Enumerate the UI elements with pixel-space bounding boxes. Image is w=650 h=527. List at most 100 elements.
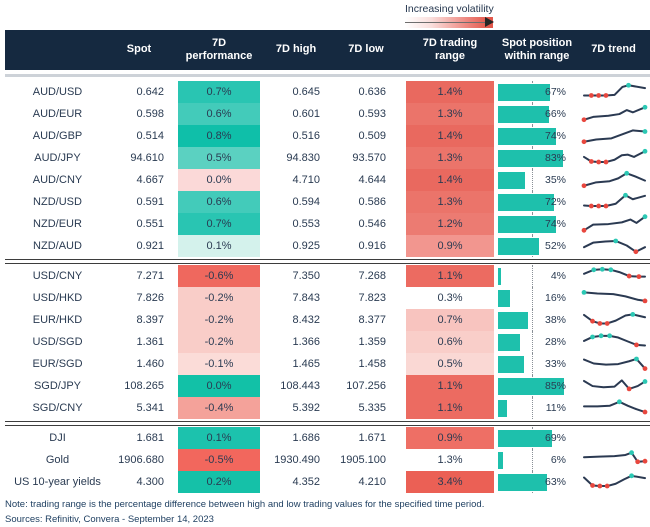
section-separator <box>5 257 650 265</box>
teal-extreme-dot <box>616 399 622 405</box>
red-extreme-dot <box>626 386 632 392</box>
performance-cell: -0.4% <box>178 397 260 419</box>
fifty-percent-guide-line <box>532 397 533 419</box>
trend-cell <box>577 213 650 235</box>
spot-value: 7.826 <box>136 292 164 304</box>
low-value: 1.671 <box>358 432 386 444</box>
position-cell: 85% <box>497 375 577 397</box>
pair-label: USD/CNY <box>32 270 83 282</box>
trend-cell <box>577 191 650 213</box>
teal-extreme-dot <box>581 290 587 295</box>
trading-range-cell: 1.4% <box>406 169 494 191</box>
trend-cell <box>577 471 650 493</box>
sparkline-chart <box>581 214 648 233</box>
teal-extreme-dot <box>629 473 634 479</box>
position-percent-label: 38% <box>544 314 566 326</box>
header-7d-high: 7D high <box>275 43 317 56</box>
position-cell: 35% <box>497 169 577 191</box>
high-value: 7.350 <box>292 270 320 282</box>
trading-range-cell: 1.3% <box>406 103 494 125</box>
position-cell: 6% <box>497 449 577 471</box>
position-percent-label: 16% <box>544 292 566 304</box>
position-percent-label: 74% <box>544 130 566 142</box>
red-extreme-dot <box>581 139 587 145</box>
low-value: 93.570 <box>352 152 386 164</box>
teal-extreme-dot <box>642 129 648 134</box>
low-value: 7.268 <box>358 270 386 282</box>
position-cell: 72% <box>497 191 577 213</box>
sparkline-chart <box>581 129 648 145</box>
position-bar <box>498 237 539 255</box>
trading-range-cell: 0.5% <box>406 353 494 375</box>
arrow-head-icon <box>485 17 494 27</box>
table-row: DJI 1.681 0.1% 1.686 1.671 0.9% 69% <box>5 427 650 449</box>
high-value: 8.432 <box>292 314 320 326</box>
pair-label: USD/SGD <box>32 336 83 348</box>
table-row: Gold 1906.680 -0.5% 1930.490 1905.100 1.3% 6% <box>5 449 650 471</box>
teal-extreme-dot <box>591 267 597 273</box>
trend-cell <box>577 449 650 471</box>
position-percent-label: 69% <box>544 432 566 444</box>
note-text: Note: trading range is the percentage di… <box>5 499 485 510</box>
low-value: 0.636 <box>358 86 386 98</box>
high-value: 0.594 <box>292 196 320 208</box>
performance-cell: 0.6% <box>178 103 260 125</box>
trend-cell <box>577 287 650 309</box>
table-row: SGD/CNY 5.341 -0.4% 5.392 5.335 1.1% 11% <box>5 397 650 419</box>
trend-cell <box>577 81 650 103</box>
performance-cell: -0.2% <box>178 287 260 309</box>
red-extreme-dot <box>588 203 594 209</box>
trading-range-cell: 1.3% <box>406 147 494 169</box>
position-percent-label: 63% <box>544 476 566 488</box>
position-percent-label: 66% <box>544 108 566 120</box>
performance-cell: 0.6% <box>178 191 260 213</box>
position-cell: 16% <box>497 287 577 309</box>
trading-range-cell: 0.3% <box>406 287 494 309</box>
spot-value: 8.397 <box>136 314 164 326</box>
red-extreme-dot <box>581 227 587 233</box>
high-value: 0.516 <box>292 130 320 142</box>
header-spot-position: Spot position within range <box>501 36 573 62</box>
volatility-gradient-arrow-icon <box>405 17 494 28</box>
high-value: 7.843 <box>292 292 320 304</box>
high-value: 0.925 <box>292 240 320 252</box>
red-extreme-dot <box>581 117 587 123</box>
sparkline-chart <box>583 238 646 255</box>
teal-extreme-dot <box>642 148 648 154</box>
trading-range-cell: 0.9% <box>406 235 494 257</box>
header-7d-trading-range: 7D trading range <box>422 36 478 62</box>
position-cell: 11% <box>497 397 577 419</box>
red-extreme-dot <box>642 298 648 304</box>
teal-extreme-dot <box>626 82 631 88</box>
pair-label: US 10-year yields <box>14 476 101 488</box>
teal-extreme-dot <box>642 104 648 110</box>
position-cell: 63% <box>497 471 577 493</box>
trend-cell <box>577 427 650 449</box>
trading-range-cell: 1.2% <box>406 213 494 235</box>
trend-cell <box>577 265 650 287</box>
sources-text: Sources: Refinitiv, Convera - September … <box>5 513 214 525</box>
header-7d-trend: 7D trend <box>591 43 636 56</box>
sparkline-chart <box>583 399 648 415</box>
table-row: AUD/CNY 4.667 0.0% 4.710 4.644 1.4% 35% <box>5 169 650 191</box>
performance-cell: 0.5% <box>178 147 260 169</box>
red-extreme-dot <box>636 274 642 280</box>
trading-range-cell: 0.6% <box>406 331 494 353</box>
footer: Note: trading range is the percentage di… <box>5 498 650 527</box>
low-value: 5.335 <box>358 402 386 414</box>
sparkline-chart <box>581 427 649 449</box>
pair-label: AUD/JPY <box>34 152 81 164</box>
volatility-legend: Increasing volatility <box>405 3 565 28</box>
position-bar <box>498 377 564 395</box>
red-extreme-dot <box>603 159 609 165</box>
red-extreme-dot <box>635 459 641 465</box>
table-header: Spot 7D performance 7D high 7D low 7D tr… <box>5 30 650 70</box>
fifty-percent-guide-line <box>532 169 533 191</box>
trading-range-cell: 1.4% <box>406 81 494 103</box>
volatility-legend-label: Increasing volatility <box>405 3 494 15</box>
position-percent-label: 4% <box>550 270 566 282</box>
header-7d-low: 7D low <box>348 43 384 56</box>
position-cell: 52% <box>497 235 577 257</box>
high-value: 108.443 <box>280 380 320 392</box>
low-value: 8.377 <box>358 314 386 326</box>
